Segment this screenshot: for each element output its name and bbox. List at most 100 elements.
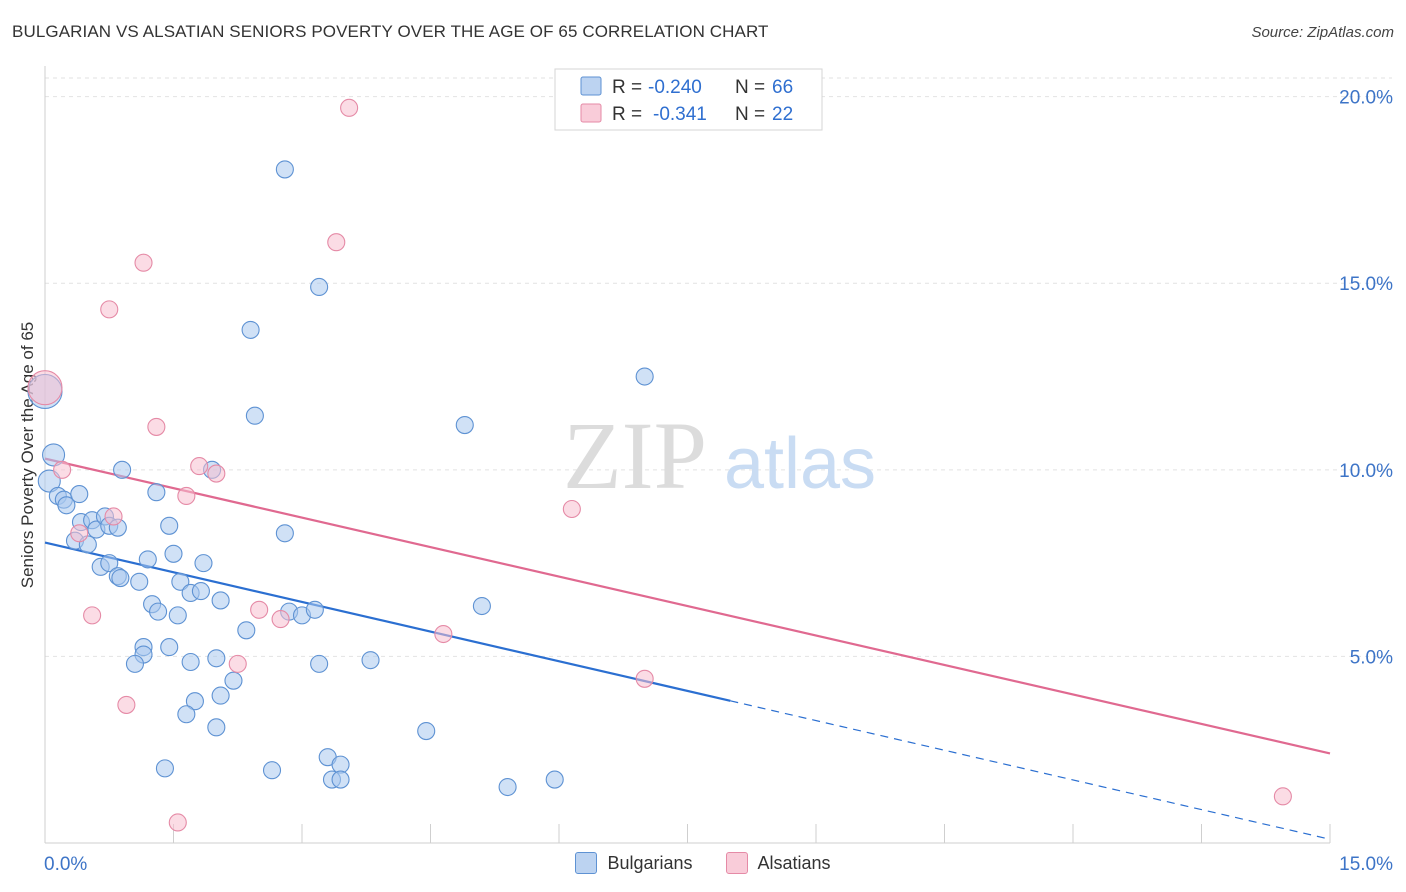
data-point-bulgarians (211, 591, 230, 610)
data-point-bulgarians (194, 554, 213, 573)
data-point-bulgarians (147, 483, 166, 502)
data-point-bulgarians (191, 582, 210, 601)
data-point-bulgarians (207, 718, 226, 737)
data-point-bulgarians (111, 568, 130, 588)
chart-title: BULGARIAN VS ALSATIAN SENIORS POVERTY OV… (12, 22, 769, 41)
data-point-bulgarians (224, 671, 243, 690)
data-point-alsatians (134, 253, 153, 272)
legend-item-bulgarians: Bulgarians (575, 852, 693, 874)
legend-swatch-bulgarians (580, 76, 602, 96)
data-point-alsatians (340, 98, 359, 117)
data-point-bulgarians (149, 602, 168, 621)
trend-lines (44, 457, 1331, 840)
legend-r-label-alsatians: R = (612, 104, 642, 125)
legend-r-label-bulgarians: R = (612, 77, 642, 98)
data-point-bulgarians (417, 721, 436, 741)
data-point-alsatians (1273, 787, 1292, 806)
data-point-bulgarians (455, 415, 474, 435)
trend-line-bulgarians (44, 541, 731, 702)
legend-n-value-bulgarians: 66 (772, 77, 793, 98)
x-tick-label: 0.0% (44, 854, 87, 875)
legend-r-value-alsatians: -0.341 (653, 104, 707, 125)
data-point-bulgarians (164, 544, 183, 563)
watermark: ZIP atlas (563, 402, 876, 509)
correlation-legend: R = -0.240 N = 66 R = -0.341 N = 22 (554, 68, 823, 131)
y-tick-label: 10.0% (1339, 461, 1393, 482)
data-point-alsatians (147, 417, 166, 436)
data-point-bulgarians (498, 777, 517, 797)
y-tick-label: 5.0% (1350, 647, 1393, 668)
data-point-bulgarians (177, 705, 196, 724)
legend-swatch-alsatians-bottom (725, 852, 748, 874)
data-point-bulgarians (160, 516, 179, 535)
trend-line-dashed-bulgarians (730, 700, 1331, 840)
data-point-bulgarians (245, 406, 264, 425)
data-point-bulgarians (42, 443, 66, 467)
tick-labels: 5.0% 10.0% 15.0% 20.0% 0.0% 15.0% (44, 88, 1393, 875)
data-point-bulgarians (155, 759, 174, 778)
data-point-bulgarians (37, 469, 61, 493)
data-point-bulgarians (185, 692, 204, 711)
data-point-bulgarians (275, 524, 294, 543)
data-point-alsatians (434, 624, 453, 644)
watermark-atlas: atlas (724, 424, 876, 504)
data-point-alsatians (327, 233, 346, 252)
data-point-alsatians (100, 300, 119, 319)
legend-n-label-bulgarians: N = (735, 77, 765, 98)
y-tick-label: 15.0% (1339, 274, 1393, 295)
data-point-alsatians (27, 370, 63, 406)
data-point-alsatians (83, 606, 102, 625)
data-point-bulgarians (138, 550, 157, 569)
legend-label-alsatians: Alsatians (757, 852, 831, 873)
data-point-bulgarians (237, 621, 256, 640)
data-point-alsatians (177, 486, 196, 506)
data-point-bulgarians (168, 606, 187, 625)
data-points (27, 98, 1292, 832)
data-point-alsatians (190, 457, 209, 476)
data-point-bulgarians (130, 572, 149, 591)
legend-n-label-alsatians: N = (735, 104, 765, 125)
data-point-alsatians (635, 669, 654, 688)
watermark-zip: ZIP (563, 402, 707, 509)
data-point-alsatians (207, 464, 226, 483)
data-point-bulgarians (310, 277, 329, 297)
data-point-bulgarians (305, 600, 324, 619)
data-point-bulgarians (57, 496, 76, 515)
data-point-alsatians (117, 695, 136, 714)
data-point-bulgarians (241, 320, 260, 339)
data-point-alsatians (271, 610, 290, 629)
data-point-bulgarians (262, 761, 282, 780)
data-point-bulgarians (275, 160, 294, 179)
trend-line-alsatians (44, 457, 1331, 755)
data-point-alsatians (70, 524, 89, 543)
legend-swatch-bulgarians-bottom (575, 852, 598, 874)
data-point-bulgarians (113, 460, 132, 479)
data-point-bulgarians (635, 367, 654, 386)
legend-n-value-alsatians: 22 (772, 104, 793, 125)
data-point-bulgarians (361, 651, 380, 670)
data-point-alsatians (228, 654, 247, 673)
grid-lines (45, 77, 1392, 657)
data-point-bulgarians (331, 770, 350, 789)
x-tick-label: 15.0% (1339, 854, 1393, 875)
legend-swatch-alsatians (580, 103, 602, 123)
data-point-bulgarians (472, 596, 491, 616)
data-point-bulgarians (125, 654, 144, 673)
data-point-alsatians (562, 499, 581, 519)
data-point-bulgarians (171, 572, 190, 591)
y-tick-label: 20.0% (1339, 88, 1393, 109)
data-point-bulgarians (310, 654, 329, 673)
data-point-bulgarians (100, 554, 119, 573)
data-point-bulgarians (207, 649, 226, 668)
data-point-bulgarians (181, 652, 200, 672)
legend-label-bulgarians: Bulgarians (607, 852, 693, 873)
data-point-bulgarians (545, 770, 564, 789)
data-point-alsatians (53, 460, 72, 479)
data-point-bulgarians (160, 638, 179, 657)
data-point-bulgarians (211, 686, 230, 705)
data-point-alsatians (250, 600, 269, 619)
legend-item-alsatians: Alsatians (725, 852, 831, 874)
series-legend: Bulgarians Alsatians (0, 852, 1406, 879)
data-point-alsatians (168, 813, 187, 832)
